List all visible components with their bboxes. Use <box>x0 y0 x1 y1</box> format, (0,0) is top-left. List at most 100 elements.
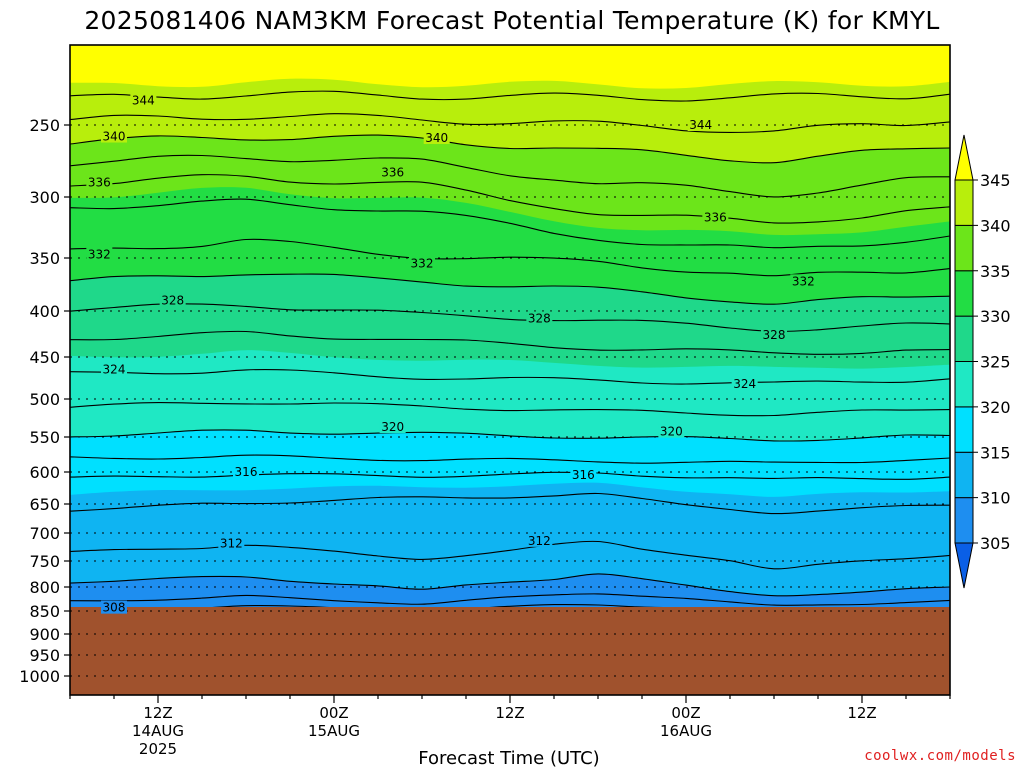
isotherm-label: 312 <box>218 536 245 551</box>
isotherm-label: 312 <box>526 533 553 548</box>
isotherm-label: 340 <box>101 129 127 144</box>
x-tick-date: 15AUG <box>308 722 360 740</box>
isotherm-label: 320 <box>658 424 685 439</box>
isotherm-316 <box>70 471 950 480</box>
colorbar-box <box>954 224 974 272</box>
isotherm-label: 324 <box>731 376 758 391</box>
isotherm-label: 344 <box>687 118 714 132</box>
isotherm-336 <box>70 174 950 224</box>
colorbar-box <box>954 361 974 408</box>
isotherm-314 <box>70 492 950 515</box>
y-tick-label: 850 <box>29 602 60 621</box>
isotherm-label: 308 <box>101 600 127 615</box>
below-ground-area <box>70 607 950 695</box>
x-axis-label: Forecast Time (UTC) <box>418 748 599 768</box>
colorbar-top-arrow <box>954 134 974 181</box>
x-tick-date: 16AUG <box>660 722 712 740</box>
isotherm-label-text: 320 <box>381 420 404 434</box>
x-tick-label: 00Z <box>671 704 700 722</box>
isotherm-label: 332 <box>409 256 435 270</box>
y-tick-label: 700 <box>29 524 60 543</box>
x-tick-label: 00Z <box>319 704 348 722</box>
x-tick-year: 2025 <box>139 740 177 758</box>
y-tick-label: 550 <box>29 428 60 447</box>
isotherm-312 <box>70 540 950 570</box>
y-tick-label: 1000 <box>19 667 60 686</box>
isotherm-label-text: 308 <box>103 601 126 615</box>
colorbar-label: 315 <box>980 443 1011 462</box>
isotherm-334 <box>70 198 950 249</box>
colorbar-label: 310 <box>980 489 1011 508</box>
isotherm-318 <box>70 454 950 464</box>
x-tick-label: 12Z <box>847 704 876 722</box>
colorbar-box <box>954 270 974 317</box>
y-tick-label: 350 <box>29 249 60 268</box>
colorbar-box <box>954 315 974 362</box>
isotherm-label: 328 <box>526 311 553 325</box>
isotherm-labels: 344 340 340 344 336 336 336 332 332 332 328 328 328 3… <box>86 93 817 615</box>
y-tick-label: 500 <box>29 390 60 409</box>
isotherm-label-text: 324 <box>733 377 756 391</box>
colorbar-box <box>954 451 974 499</box>
isotherm-310 <box>70 573 950 597</box>
colorbar-label: 340 <box>980 216 1011 235</box>
isotherm-324 <box>70 368 950 385</box>
isotherm-label-text: 340 <box>425 131 448 145</box>
isotherm-label-text: 328 <box>763 328 786 342</box>
isotherm-label: 328 <box>761 327 787 342</box>
isotherm-342 <box>70 113 950 133</box>
isotherm-label: 344 <box>130 93 157 107</box>
isotherm-label: 328 <box>159 293 186 307</box>
colorbar-legend: 305 310 315 320 325 330 335 340 345 <box>954 134 1011 589</box>
y-tick-label: 300 <box>29 188 60 207</box>
chart-title: 2025081406 NAM3KM Forecast Potential Tem… <box>84 6 939 35</box>
isotherm-344 <box>70 90 950 102</box>
isotherm-label-text: 316 <box>235 465 258 479</box>
isotherm-label-text: 344 <box>132 93 155 107</box>
isotherm-label-text: 328 <box>528 311 551 325</box>
isotherm-label-text: 336 <box>88 176 111 190</box>
colorbar-box <box>954 497 974 544</box>
isotherm-label: 320 <box>379 420 406 434</box>
isotherm-label: 316 <box>570 468 597 482</box>
isotherm-label-text: 332 <box>792 274 815 288</box>
isotherm-label: 336 <box>702 210 729 225</box>
isotherm-330 <box>70 273 950 305</box>
isotherm-label: 336 <box>86 175 113 190</box>
credit-link[interactable]: coolwx.com/models <box>864 748 1016 764</box>
y-tick-label: 600 <box>29 463 60 482</box>
isotherm-label-text: 332 <box>411 256 434 270</box>
isotherm-label: 324 <box>101 362 127 377</box>
isotherm-label-text: 312 <box>528 534 551 548</box>
y-tick-label: 450 <box>29 348 60 367</box>
colorbar-label: 330 <box>980 307 1011 326</box>
isotherm-340 <box>70 134 950 164</box>
temperature-fill-bands <box>70 45 950 695</box>
isotherm-label-text: 316 <box>572 468 595 482</box>
isotherm-label-text: 340 <box>103 130 126 144</box>
isotherm-label-text: 332 <box>88 247 111 261</box>
isotherm-label-text: 324 <box>103 363 126 377</box>
y-tick-label: 650 <box>29 495 60 514</box>
isotherm-328 <box>70 303 950 333</box>
colorbar-box <box>954 406 974 453</box>
x-tick-date: 14AUG <box>132 722 184 740</box>
pressure-gridlines <box>70 124 950 677</box>
y-tick-label: 800 <box>29 578 60 597</box>
y-tick-label: 250 <box>29 116 60 135</box>
isotherm-label: 332 <box>86 247 113 261</box>
isotherm-308 <box>70 593 950 606</box>
colorbar-label: 325 <box>980 353 1011 372</box>
colorbar-box <box>954 179 974 226</box>
isotherm-326 <box>70 330 950 355</box>
isotherm-label-text: 344 <box>689 118 712 132</box>
isotherm-338 <box>70 154 950 198</box>
y-tick-label: 950 <box>29 646 60 665</box>
y-tick-label: 750 <box>29 552 60 571</box>
isotherm-label: 332 <box>790 274 817 288</box>
colorbar-label: 335 <box>980 262 1011 281</box>
colorbar-label: 345 <box>980 171 1011 190</box>
isotherm-label: 340 <box>423 130 450 145</box>
